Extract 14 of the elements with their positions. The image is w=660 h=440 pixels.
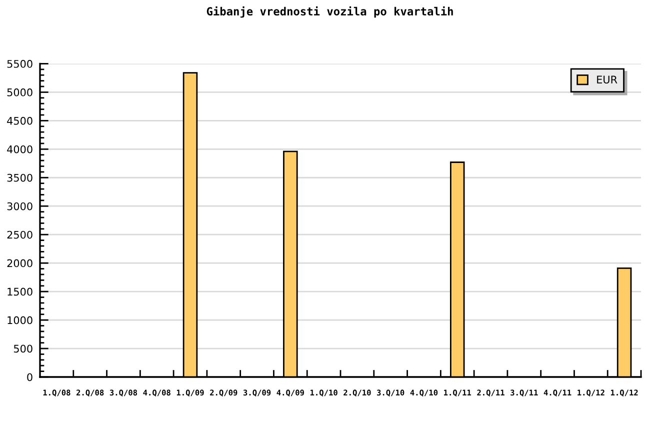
y-tick-label: 3000 bbox=[7, 202, 32, 210]
y-tick-label: 1000 bbox=[8, 316, 32, 324]
y-tick-label: 2000 bbox=[7, 259, 32, 268]
y-tick-label: 500 bbox=[14, 344, 32, 353]
y-tick-label: 5000 bbox=[7, 88, 32, 96]
y-tick-label: 4000 bbox=[7, 145, 32, 154]
y-tick-label: 4500 bbox=[7, 116, 32, 125]
chart-title: Gibanje vrednosti vozila po kvartalih bbox=[206, 6, 453, 18]
legend-label: EUR bbox=[597, 76, 618, 84]
y-tick-label: 0 bbox=[27, 373, 32, 382]
y-tick-label: 1500 bbox=[8, 288, 32, 296]
y-tick-label: 2500 bbox=[7, 230, 32, 239]
y-tick-label: 3500 bbox=[7, 174, 32, 182]
y-tick-label: 5500 bbox=[7, 60, 32, 68]
